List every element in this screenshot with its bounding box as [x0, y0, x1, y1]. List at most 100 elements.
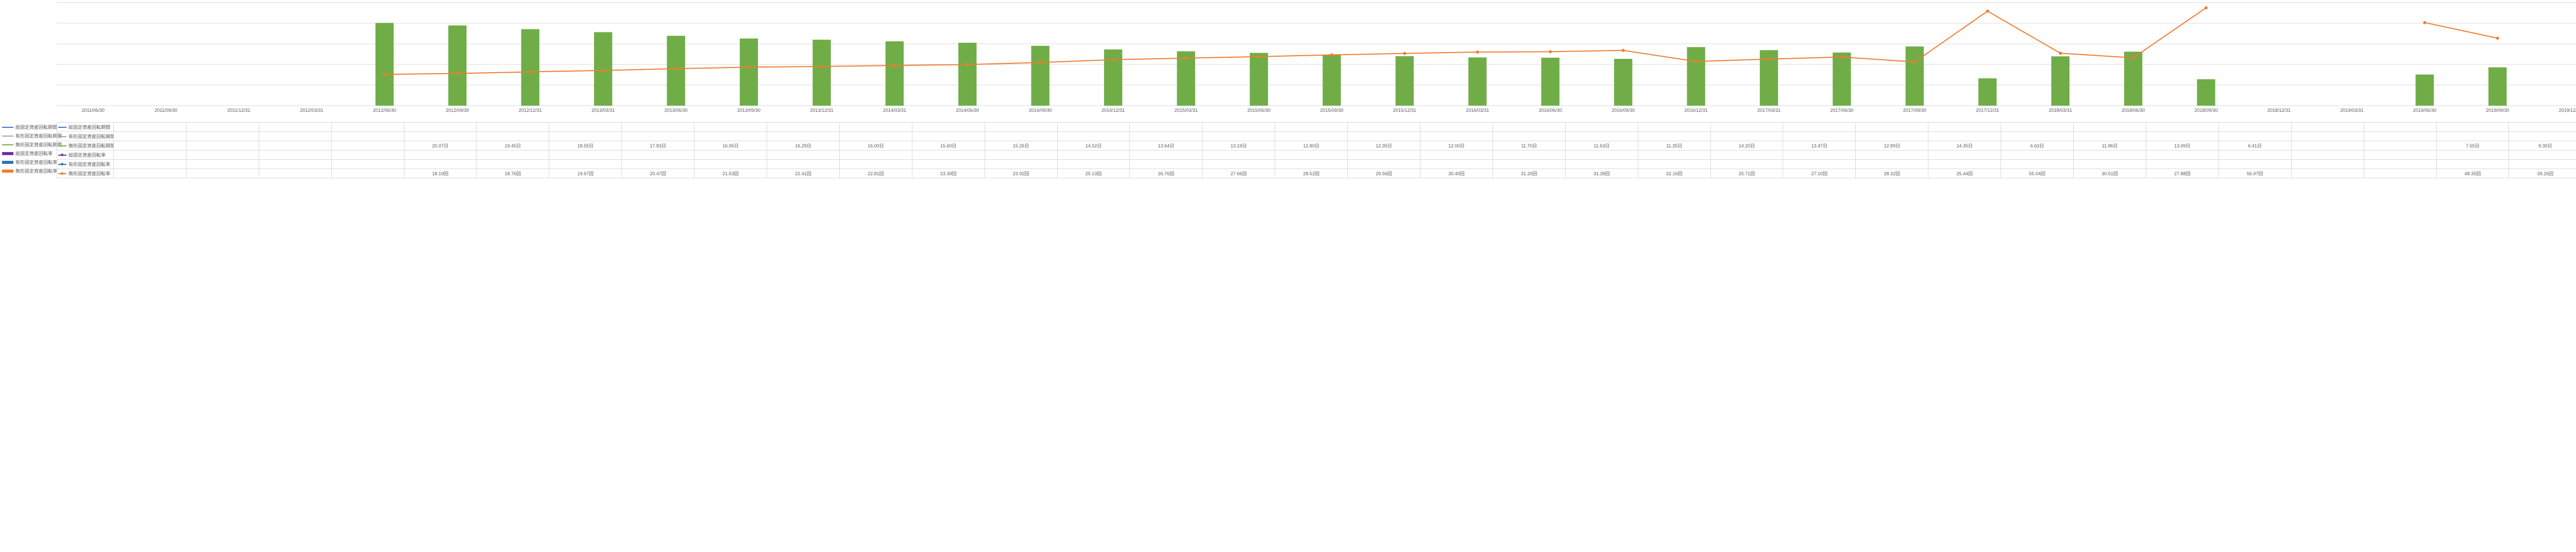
svg-text:2012/12/31: 2012/12/31	[519, 108, 542, 113]
bar	[1906, 46, 1924, 106]
cell	[767, 132, 840, 141]
svg-text:2013/06/30: 2013/06/30	[665, 108, 688, 113]
cell: 48.35回	[2436, 169, 2509, 178]
cell	[1348, 150, 1420, 160]
cell	[2291, 160, 2364, 169]
cell: 13.19日	[1202, 141, 1275, 150]
cell: 14.20日	[1710, 141, 1783, 150]
cell: 7.55日	[2436, 141, 2509, 150]
cell	[2364, 123, 2436, 132]
cell	[622, 150, 694, 160]
cell	[1783, 123, 1856, 132]
cell	[404, 160, 477, 169]
cell	[259, 132, 331, 141]
cell	[1057, 160, 1130, 169]
cell	[912, 160, 985, 169]
svg-text:2017/06/30: 2017/06/30	[1830, 108, 1853, 113]
cell: 13.47日	[1783, 141, 1856, 150]
cell	[1565, 150, 1638, 160]
bar	[1104, 49, 1122, 106]
line-s6	[2425, 23, 2497, 38]
cell	[331, 150, 404, 160]
cell	[2291, 123, 2364, 132]
cell	[114, 160, 187, 169]
cell	[2364, 150, 2436, 160]
legend-swatch	[2, 161, 13, 164]
cell	[1565, 123, 1638, 132]
cell	[1638, 132, 1710, 141]
bar	[1541, 58, 1560, 106]
cell: 12.89日	[1856, 141, 1928, 150]
row-label: 無形固定資産回転期間	[69, 143, 114, 148]
cell	[2291, 132, 2364, 141]
legend-label: 有形固定資産回転率	[15, 159, 57, 165]
cell	[767, 150, 840, 160]
svg-text:2019/09/30: 2019/09/30	[2486, 108, 2509, 113]
svg-text:2016/09/30: 2016/09/30	[1612, 108, 1635, 113]
cell	[549, 150, 622, 160]
svg-text:2015/12/31: 2015/12/31	[1393, 108, 1416, 113]
row-header-s2: 有形固定資産回転期間	[57, 132, 114, 141]
cell	[1348, 160, 1420, 169]
cell	[114, 169, 187, 178]
cell	[1783, 150, 1856, 160]
cell: 11.70日	[1493, 141, 1565, 150]
bar	[2124, 52, 2142, 106]
cell	[331, 132, 404, 141]
cell	[2436, 132, 2509, 141]
bar	[2488, 68, 2506, 106]
cell	[186, 123, 259, 132]
bar	[1833, 53, 1851, 106]
cell	[186, 141, 259, 150]
cell	[1202, 132, 1275, 141]
cell	[1928, 160, 2001, 169]
cell: 12.80日	[1275, 141, 1348, 150]
cell: 11.63日	[1565, 141, 1638, 150]
data-table: 総固定資産回転期間有形固定資産回転期間無形固定資産回転期間20.07日19.45…	[57, 122, 2576, 178]
cell: 13.09日	[2146, 141, 2218, 150]
row-swatch	[58, 127, 66, 128]
cell: 19.45日	[477, 141, 549, 150]
svg-text:2017/12/31: 2017/12/31	[1976, 108, 1999, 113]
cell	[2509, 132, 2576, 141]
cell	[2291, 150, 2364, 160]
cell	[2436, 123, 2509, 132]
svg-text:2019/03/31: 2019/03/31	[2340, 108, 2363, 113]
cell	[1202, 150, 1275, 160]
cell	[2509, 123, 2576, 132]
cell	[2291, 141, 2364, 150]
cell: 20.47回	[622, 169, 694, 178]
cell: 30.51回	[2074, 169, 2146, 178]
cell	[2218, 150, 2291, 160]
cell	[404, 150, 477, 160]
cell	[1565, 160, 1638, 169]
cell	[259, 160, 331, 169]
cell	[1057, 123, 1130, 132]
table-row: 無形固定資産回転率18.19回18.76回19.67回20.47回21.53回2…	[57, 169, 2576, 178]
cell: 15.60日	[912, 141, 985, 150]
cell: 19.67回	[549, 169, 622, 178]
cell: 29.56回	[1348, 169, 1420, 178]
legend-label: 無形固定資産回転率	[15, 168, 57, 174]
cell: 18.76回	[477, 169, 549, 178]
cell	[1783, 160, 1856, 169]
row-swatch	[58, 145, 66, 146]
cell	[477, 132, 549, 141]
bar	[1396, 56, 1414, 106]
bar	[1323, 55, 1341, 106]
cell	[1710, 132, 1783, 141]
cell	[839, 150, 912, 160]
cell: 9.30日	[2509, 141, 2576, 150]
bar	[667, 36, 685, 106]
cell	[1493, 132, 1565, 141]
cell	[985, 150, 1057, 160]
svg-text:2016/03/31: 2016/03/31	[1466, 108, 1489, 113]
cell	[2001, 132, 2074, 141]
cell	[1057, 132, 1130, 141]
cell: 31.20回	[1493, 169, 1565, 178]
cell	[259, 169, 331, 178]
cell	[767, 160, 840, 169]
svg-text:2011/09/30: 2011/09/30	[155, 108, 177, 113]
row-label: 総固定資産回転期間	[69, 125, 110, 130]
cell	[2218, 160, 2291, 169]
